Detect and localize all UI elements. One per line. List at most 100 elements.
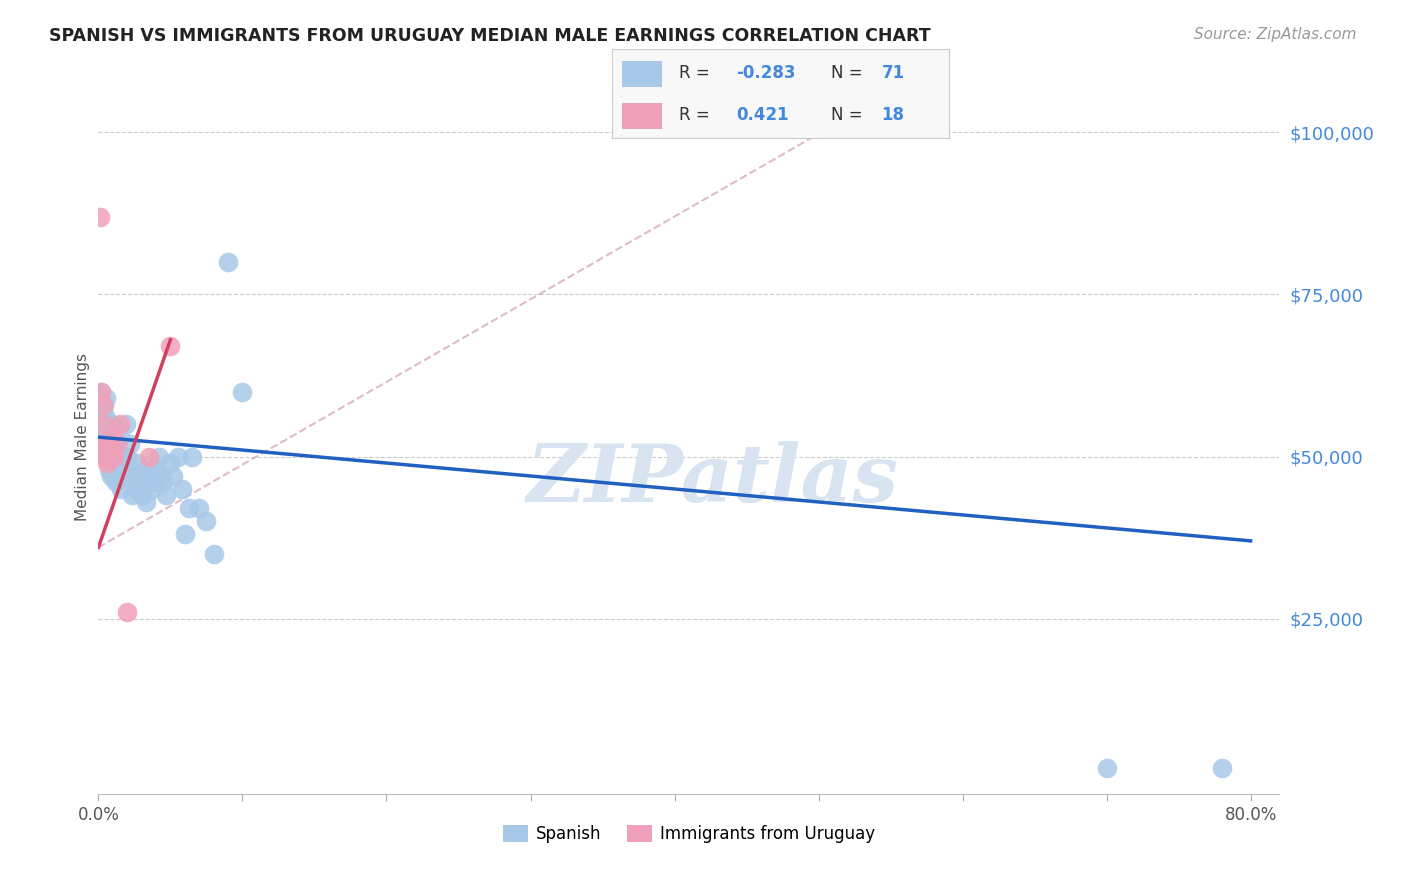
Text: ZIPatlas: ZIPatlas	[526, 442, 898, 518]
Point	[100, 450, 122, 464]
Legend: Spanish, Immigrants from Uruguay: Spanish, Immigrants from Uruguay	[496, 818, 882, 850]
Point	[181, 450, 204, 464]
Text: -0.283: -0.283	[737, 64, 796, 82]
Point	[173, 527, 195, 541]
Text: R =: R =	[679, 64, 716, 82]
Point	[89, 210, 111, 224]
Point	[141, 482, 163, 496]
Point	[91, 417, 114, 431]
Point	[100, 417, 122, 431]
Point	[104, 443, 127, 458]
Point	[101, 436, 124, 450]
Point	[98, 456, 121, 470]
Point	[125, 482, 148, 496]
Point	[97, 462, 120, 476]
FancyBboxPatch shape	[621, 103, 662, 129]
Point	[138, 450, 160, 464]
Text: N =: N =	[831, 106, 868, 124]
Point	[105, 456, 128, 470]
Point	[1211, 761, 1233, 775]
Text: Source: ZipAtlas.com: Source: ZipAtlas.com	[1194, 27, 1357, 42]
Point	[120, 436, 142, 450]
Point	[90, 410, 112, 425]
FancyBboxPatch shape	[621, 61, 662, 87]
Point	[231, 384, 253, 399]
Point	[195, 515, 218, 529]
Point	[124, 462, 146, 476]
Point	[107, 469, 129, 483]
Text: SPANISH VS IMMIGRANTS FROM URUGUAY MEDIAN MALE EARNINGS CORRELATION CHART: SPANISH VS IMMIGRANTS FROM URUGUAY MEDIA…	[49, 27, 931, 45]
Y-axis label: Median Male Earnings: Median Male Earnings	[75, 353, 90, 521]
Point	[1095, 761, 1118, 775]
Text: N =: N =	[831, 64, 868, 82]
Point	[115, 605, 138, 619]
Point	[128, 475, 150, 490]
Point	[103, 450, 125, 464]
Text: 71: 71	[882, 64, 904, 82]
Point	[93, 436, 115, 450]
Point	[93, 398, 115, 412]
Point	[90, 384, 112, 399]
Point	[166, 450, 188, 464]
Point	[101, 462, 124, 476]
Point	[149, 469, 172, 483]
Point	[91, 404, 114, 418]
Point	[105, 436, 128, 450]
Point	[142, 462, 165, 476]
Point	[105, 436, 128, 450]
Point	[131, 488, 153, 502]
Point	[93, 417, 115, 431]
Point	[96, 456, 118, 470]
Point	[108, 417, 131, 431]
Text: R =: R =	[679, 106, 716, 124]
Point	[96, 424, 118, 438]
Point	[89, 398, 111, 412]
Point	[91, 398, 114, 412]
Point	[170, 482, 193, 496]
Point	[217, 255, 239, 269]
Point	[91, 424, 114, 438]
Point	[97, 417, 120, 431]
Point	[108, 430, 131, 444]
Point	[94, 436, 117, 450]
Point	[97, 443, 120, 458]
Point	[112, 469, 135, 483]
Point	[155, 488, 177, 502]
Point	[127, 456, 149, 470]
Point	[145, 475, 167, 490]
Point	[110, 482, 132, 496]
Point	[146, 462, 169, 476]
Point	[91, 430, 114, 444]
Point	[188, 501, 211, 516]
Point	[114, 417, 136, 431]
Point	[100, 469, 122, 483]
Point	[98, 430, 121, 444]
Point	[159, 339, 181, 353]
Point	[98, 436, 121, 450]
Point	[179, 501, 201, 516]
Point	[152, 475, 174, 490]
Point	[96, 443, 118, 458]
Point	[90, 384, 112, 399]
Point	[108, 462, 131, 476]
Point	[135, 495, 157, 509]
Point	[94, 391, 117, 405]
Text: 0.421: 0.421	[737, 106, 789, 124]
Point	[134, 462, 156, 476]
Point	[111, 450, 134, 464]
Point	[94, 450, 117, 464]
Point	[162, 469, 184, 483]
Point	[96, 450, 118, 464]
Text: 18: 18	[882, 106, 904, 124]
Point	[94, 410, 117, 425]
Point	[103, 430, 125, 444]
Point	[202, 547, 225, 561]
Point	[115, 450, 138, 464]
Point	[104, 475, 127, 490]
Point	[159, 456, 181, 470]
Point	[148, 450, 170, 464]
Point	[138, 469, 160, 483]
Point	[97, 436, 120, 450]
Point	[100, 450, 122, 464]
Point	[121, 488, 143, 502]
